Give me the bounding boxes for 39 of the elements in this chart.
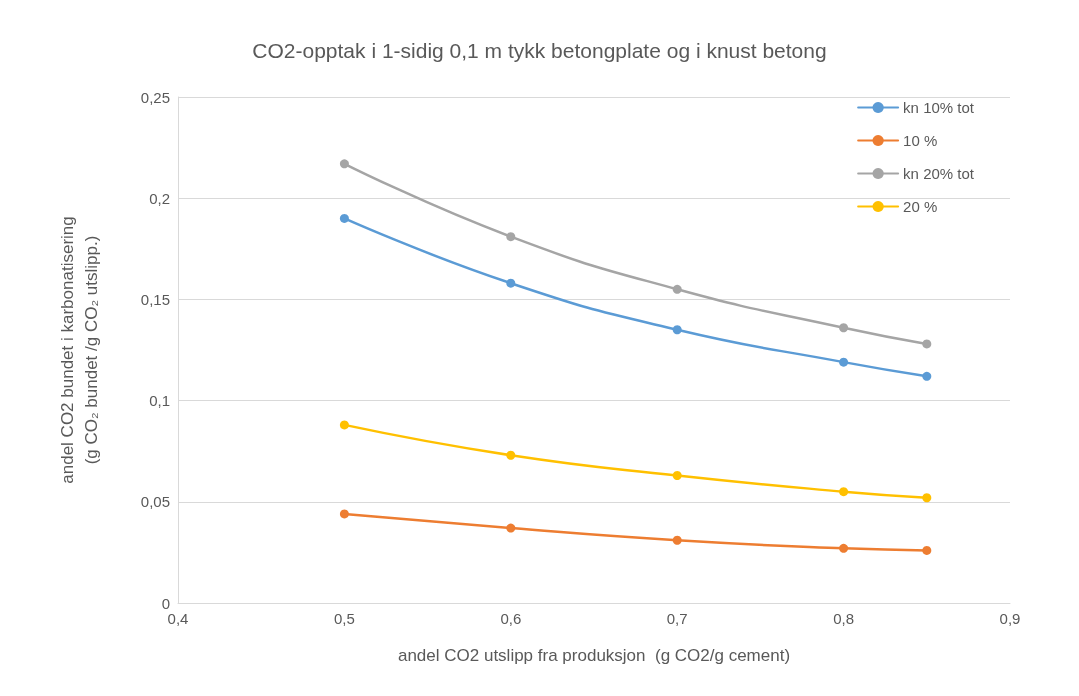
point (339, 420, 349, 430)
legend-label: 10 % (903, 132, 938, 149)
legend-label: 20 % (903, 198, 938, 215)
x-tick-label: 0,8 (833, 610, 855, 627)
y-tick-label: 0 (161, 594, 170, 612)
legend-label: kn 20% tot (903, 165, 975, 182)
x-tick-label: 0,9 (999, 610, 1021, 627)
y-tick-label: 0,2 (149, 189, 170, 207)
point (506, 450, 516, 460)
point (922, 545, 932, 555)
point (672, 325, 682, 335)
point (672, 535, 682, 545)
x-axis-title: andel CO2 utslipp fra produksjon (g CO2/g cement) (397, 645, 791, 665)
x-tick-label: 0,6 (500, 610, 522, 627)
point (672, 284, 682, 294)
x-tick-label: 0,7 (666, 610, 688, 627)
point (922, 493, 932, 503)
point (339, 509, 349, 519)
y-tick-label: 0,25 (140, 88, 170, 106)
point (839, 323, 849, 333)
point (922, 339, 932, 349)
point (339, 213, 349, 223)
y-axis-title: andel CO2 bundet i karbonatisering (g CO₂ bundet /g CO₂ utslipp.) (57, 216, 101, 484)
point (672, 470, 682, 480)
point (506, 232, 516, 242)
y-tick-label: 0,15 (140, 290, 170, 308)
x-tick-label: 0,4 (167, 610, 189, 627)
point (839, 543, 849, 553)
point (506, 278, 516, 288)
point (839, 357, 849, 367)
point (506, 523, 516, 533)
y-tick-label: 0,1 (149, 392, 170, 410)
chart-title: CO2-opptak i 1-sidig 0,1 m tykk betongplate og i knust betong (252, 39, 827, 62)
point (839, 487, 849, 497)
legend-label: kn 10% tot (903, 99, 975, 116)
point (339, 159, 349, 169)
x-tick-label: 0,5 (333, 610, 355, 627)
y-tick-label: 0,05 (140, 493, 170, 511)
point (922, 371, 932, 381)
